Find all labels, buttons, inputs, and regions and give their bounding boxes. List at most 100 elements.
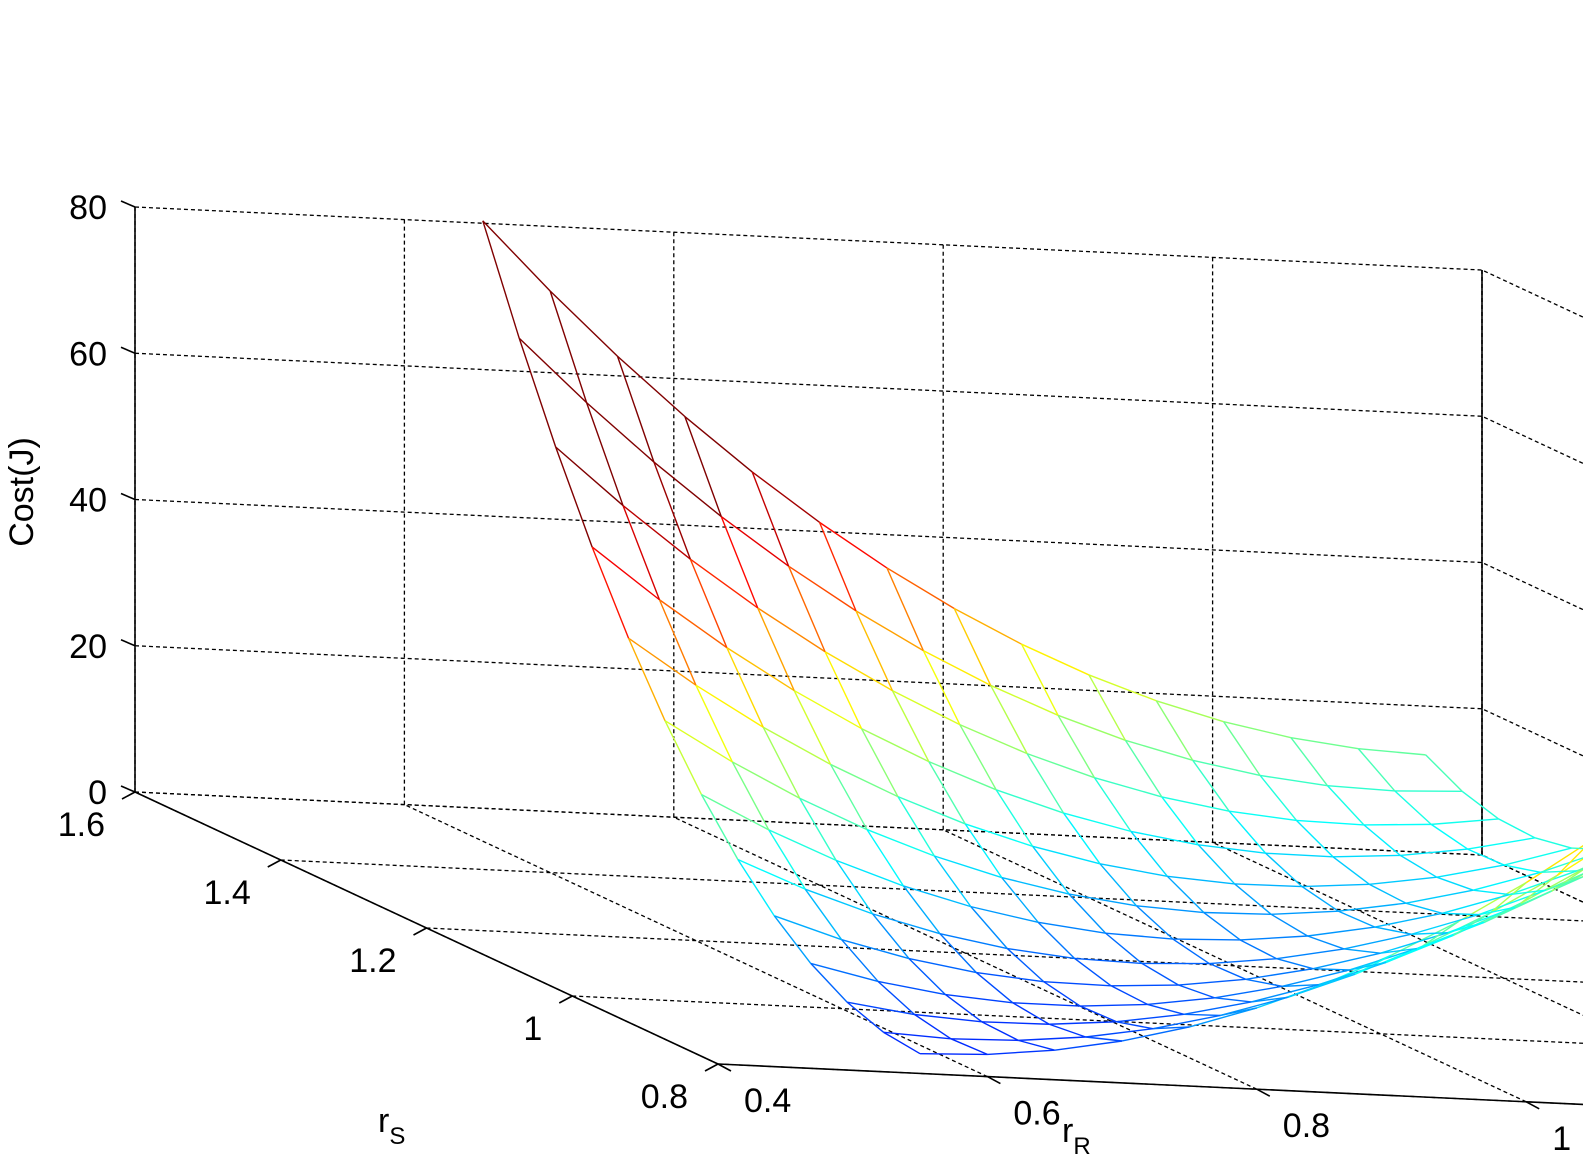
- mesh-line-rs: [1018, 1036, 1086, 1042]
- grid-layer: [134, 206, 1583, 1106]
- mesh-line-rs: [1161, 796, 1230, 812]
- mesh-line-rr: [653, 461, 692, 560]
- mesh-line-rr: [1130, 830, 1168, 877]
- x-tick-label: 0.8: [641, 1078, 688, 1116]
- mesh-line-rs: [804, 888, 873, 915]
- mesh-line-rs: [830, 763, 899, 798]
- mesh-line-rs: [768, 829, 837, 862]
- mesh-line-rs: [945, 993, 1013, 1004]
- z-tick-mark: [120, 785, 136, 793]
- mesh-line-rr: [1183, 1013, 1221, 1017]
- axes-layer: [120, 200, 1583, 1110]
- floor-grid-line-y: [404, 804, 988, 1078]
- mesh-line-rs: [1214, 985, 1283, 999]
- mesh-line-rr: [1357, 748, 1396, 792]
- mesh-line-rr: [1228, 810, 1267, 854]
- mesh-line-rs: [976, 971, 1044, 983]
- mesh-line-rr: [1020, 643, 1059, 716]
- mesh-line-rs: [861, 727, 930, 763]
- mesh-line-rs: [762, 726, 831, 766]
- mesh-line-rr: [922, 650, 961, 725]
- z-tick-label: 40: [69, 482, 107, 520]
- mesh-line-rs: [586, 402, 655, 463]
- left-wall-grid-horizontal: [134, 791, 1483, 856]
- mesh-line-rr: [695, 684, 733, 763]
- y-tick-mark: [1256, 1088, 1271, 1097]
- mesh-line-rr: [945, 994, 983, 1023]
- mesh-line-rs: [970, 905, 1039, 924]
- mesh-line-rr: [902, 885, 941, 935]
- mesh-line-rr: [1079, 1005, 1117, 1023]
- mesh-line-rs: [1074, 957, 1143, 965]
- mesh-line-rs: [1405, 889, 1474, 904]
- mesh-line-rs: [847, 1001, 915, 1016]
- mesh-line-rr: [1313, 967, 1350, 971]
- mesh-line-rr: [990, 685, 1028, 754]
- y-tick-label: 0.8: [1283, 1107, 1330, 1145]
- mesh-line-rr: [855, 610, 894, 691]
- mesh-line-rs: [1282, 969, 1350, 988]
- mesh-line-rs: [1556, 858, 1583, 877]
- left-wall-grid-horizontal: [134, 498, 1483, 564]
- mesh-line-rs: [1374, 912, 1443, 928]
- mesh-line-rr: [1048, 1023, 1086, 1038]
- mesh-line-rr: [1001, 877, 1039, 923]
- mesh-line-rs: [981, 1021, 1050, 1025]
- mesh-line-rr: [1430, 823, 1469, 850]
- z-tick-label: 20: [69, 628, 107, 666]
- mesh-line-rr: [908, 958, 946, 996]
- mesh-line-rs: [1147, 997, 1215, 1006]
- mesh-line-rr: [1369, 883, 1407, 904]
- mesh-line-rs: [928, 761, 997, 791]
- z-tick-mark: [120, 346, 136, 354]
- mesh-line-rr: [939, 933, 977, 974]
- mesh-line-rr: [1545, 876, 1583, 891]
- mesh-line-rr: [684, 416, 722, 517]
- floor-grid-line-y: [1212, 841, 1583, 1016]
- mesh-line-rs: [1178, 978, 1246, 986]
- mesh-line-rs: [1245, 967, 1314, 981]
- mesh-line-rr: [549, 290, 588, 403]
- mesh-line-rr: [1467, 848, 1505, 866]
- mesh-line-rr: [689, 558, 728, 648]
- mesh-line-rs: [1116, 1013, 1185, 1023]
- x-tick-mark: [558, 995, 573, 1004]
- mesh-line-rr: [1074, 957, 1112, 987]
- mesh-line-rs: [799, 797, 868, 831]
- mesh-line-rs: [965, 823, 1033, 848]
- right-wall-grid-horizontal: [1481, 269, 1583, 318]
- mesh-line-rs: [1436, 864, 1505, 878]
- mesh-line-rs: [518, 337, 588, 404]
- mesh-line-rr: [1489, 882, 1527, 914]
- mesh-line-rr: [1085, 1036, 1123, 1042]
- mesh-line-rs: [1296, 819, 1364, 826]
- mesh-line-rr: [1152, 1026, 1190, 1030]
- mesh-line-rr: [1088, 674, 1126, 741]
- mesh-line-rr: [883, 1031, 921, 1055]
- mesh-line-rs: [1442, 893, 1510, 914]
- mesh-line-rs: [1520, 868, 1583, 904]
- mesh-line-rs: [950, 1038, 1019, 1042]
- x-tick-label: 1.6: [58, 806, 105, 844]
- mesh-line-rr: [1343, 948, 1381, 954]
- mesh-line-rs: [1136, 905, 1204, 914]
- mesh-line-rs: [1054, 1040, 1123, 1051]
- mesh-line-rr: [622, 505, 661, 601]
- mesh-line-rs: [1240, 935, 1308, 941]
- mesh-line-rs: [1192, 759, 1261, 777]
- mesh-line-rr: [1239, 939, 1277, 960]
- mesh-line-rr: [1062, 812, 1101, 865]
- z-tick-mark: [120, 639, 136, 647]
- mesh-line-rr: [1405, 902, 1443, 914]
- mesh-line-rs: [1121, 1026, 1190, 1042]
- mesh-line-rr: [627, 637, 666, 721]
- mesh-line-rr: [762, 726, 801, 799]
- mesh-line-rr: [877, 980, 915, 1016]
- mesh-line-rs: [1032, 845, 1101, 865]
- mesh-line-rs: [923, 649, 992, 687]
- mesh-line-rs: [1063, 812, 1132, 833]
- mesh-line-rs: [1080, 1003, 1148, 1007]
- z-axis-label: Cost(J): [3, 437, 41, 547]
- mesh-line-rs: [1312, 952, 1381, 970]
- mesh-line-rr: [1105, 932, 1143, 964]
